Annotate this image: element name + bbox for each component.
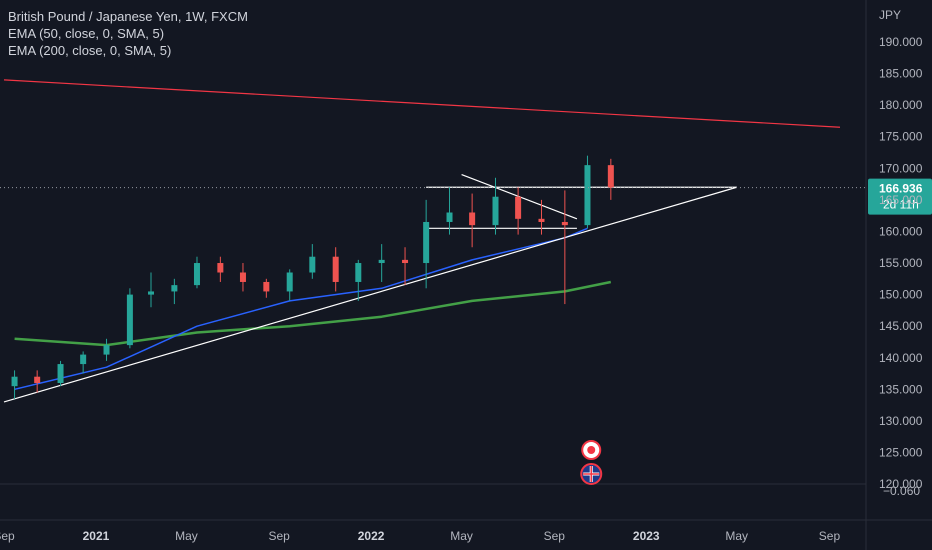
legend-ema50[interactable]: EMA (50, close, 0, SMA, 5) (8, 26, 165, 41)
candle-body (34, 376, 41, 384)
price-tick-label: 125.000 (879, 445, 923, 459)
drawings-layer (3, 79, 841, 403)
chart-legend: British Pound / Japanese Yen, 1W, FXCM E… (8, 8, 248, 59)
red-long-trendline (3, 79, 841, 128)
candle-body (378, 259, 385, 264)
time-axis-label: 2021 (83, 529, 110, 543)
time-axis-label: 2023 (633, 529, 660, 543)
price-tick-label: 150.000 (879, 288, 923, 302)
candle-body (423, 221, 430, 264)
price-tick-label: 120.000 (879, 477, 923, 491)
ascending-support-line (3, 186, 737, 403)
price-tick-label: 190.000 (879, 35, 923, 49)
price-tick-label: 180.000 (879, 98, 923, 112)
ema200-line (14, 280, 612, 347)
candle-body (402, 259, 409, 264)
candle-body (355, 263, 362, 282)
candle-body (171, 285, 178, 292)
candle-body (515, 196, 522, 219)
last-price-value: 166.936 (879, 182, 923, 196)
ema50-layer (14, 227, 588, 391)
candles-layer (11, 155, 614, 399)
event-icons-layer (580, 440, 603, 485)
bar-countdown: 2d 11h (883, 198, 919, 212)
candle-body (57, 364, 64, 384)
ema50-line (14, 227, 588, 391)
candle-body (584, 165, 591, 226)
candle-body (469, 212, 476, 226)
last-price-badge (868, 178, 932, 215)
candle-body (80, 354, 87, 365)
legend-title[interactable]: British Pound / Japanese Yen, 1W, FXCM (8, 9, 248, 24)
candle-body (263, 281, 270, 292)
candle-body (193, 263, 200, 286)
target-event-icon (581, 440, 602, 460)
sub-pane-value-label: −0.060 (883, 484, 920, 498)
candle-body (446, 212, 453, 222)
time-axis-label: Sep (544, 529, 566, 543)
candle-body (126, 294, 133, 346)
time-axis-label: 2022 (358, 529, 385, 543)
candle-body (538, 218, 545, 222)
candle-body (103, 345, 110, 355)
price-tick-label: 160.000 (879, 224, 923, 238)
price-axis-currency: JPY (879, 8, 901, 22)
time-axis-label: May (725, 529, 748, 543)
time-axis-label: Sep (268, 529, 290, 543)
price-tick-label: 130.000 (879, 414, 923, 428)
price-tick-label: 145.000 (879, 319, 923, 333)
time-axis-label: Sep (819, 529, 841, 543)
candle-body (492, 196, 499, 226)
time-axis-label: May (175, 529, 198, 543)
price-tick-label: 175.000 (879, 130, 923, 144)
price-tick-label: 185.000 (879, 67, 923, 81)
legend-ema200[interactable]: EMA (200, close, 0, SMA, 5) (8, 43, 172, 58)
ema200-layer (14, 280, 612, 347)
candle-body (309, 256, 316, 273)
candle-body (332, 256, 339, 282)
time-axis-label: Sep (0, 529, 15, 543)
candle-body (147, 291, 154, 295)
candle-body (11, 376, 18, 387)
candle-body (286, 272, 293, 292)
uk-flag-event-icon (580, 463, 603, 485)
candle-body (607, 165, 614, 188)
axis-labels-layer: JPY 190.000 185.000 180.000 175.000 170.000 16… (0, 8, 923, 543)
time-axis-label: May (450, 529, 473, 543)
price-line-layer: 166.936 2d 11h (0, 178, 932, 215)
price-tick-label: 170.000 (879, 161, 923, 175)
price-tick-label: 155.000 (879, 256, 923, 270)
candle-body (217, 263, 224, 273)
candle-body (239, 272, 246, 282)
price-tick-label: 165.000 (879, 193, 923, 207)
price-tick-label: 135.000 (879, 382, 923, 396)
price-tick-label: 140.000 (879, 351, 923, 365)
candle-body (561, 221, 568, 226)
